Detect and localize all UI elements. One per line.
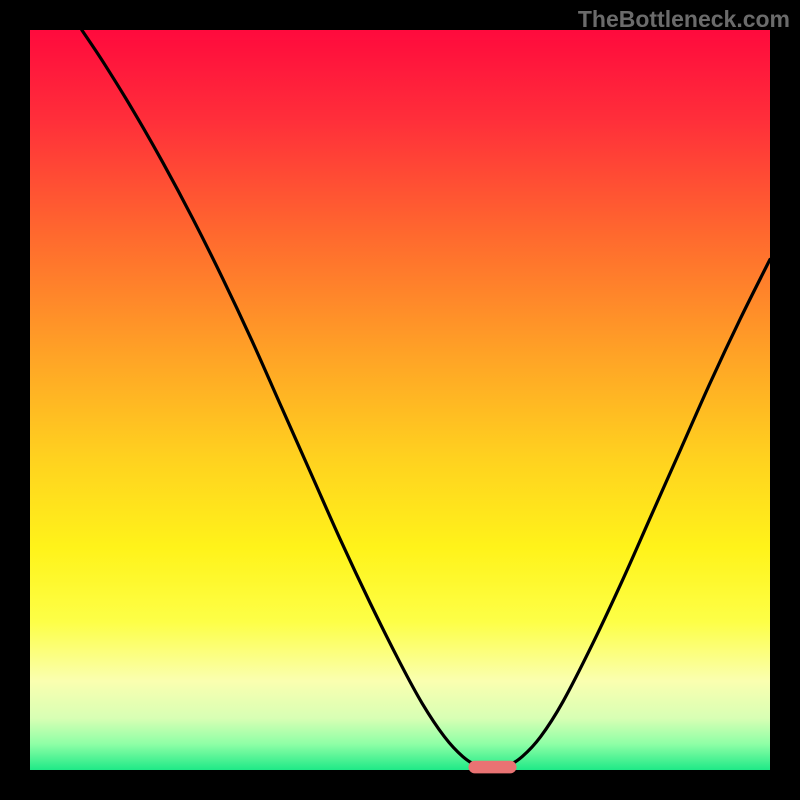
bottleneck-curve-chart: TheBottleneck.com: [0, 0, 800, 800]
chart-svg: [0, 0, 800, 800]
plot-background: [30, 30, 770, 770]
optimal-point-marker: [468, 761, 516, 774]
watermark-text: TheBottleneck.com: [578, 6, 790, 33]
